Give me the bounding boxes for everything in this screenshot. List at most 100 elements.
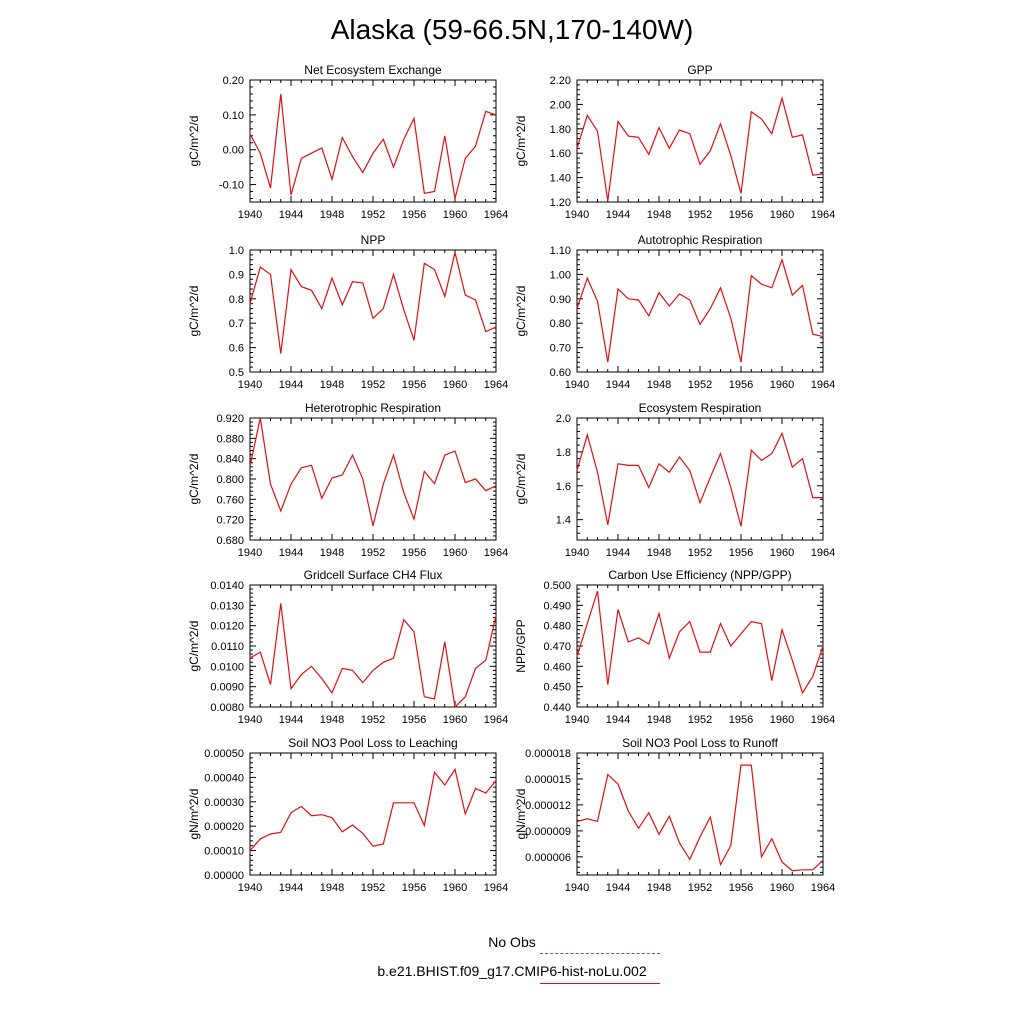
- y-tick-label: 0.70: [550, 343, 571, 355]
- y-tick-label: 0.00030: [204, 797, 244, 809]
- chart-panel-7: Gridcell Surface CH4 Flux gC/m^2/d 1940 194…: [187, 568, 508, 726]
- y-tick-label: 0.880: [216, 433, 244, 445]
- x-tick-label: 1944: [606, 209, 630, 221]
- y-tick-label: 0.920: [216, 413, 244, 425]
- y-tick-label: 0.840: [216, 454, 244, 466]
- x-tick-label: 1956: [402, 882, 426, 894]
- y-tick-label: 0.680: [216, 535, 244, 547]
- data-series-line: [249, 252, 497, 354]
- x-tick-label: 1960: [770, 714, 794, 726]
- page-title: Alaska (59-66.5N,170-140W): [330, 14, 694, 45]
- y-axis-label: gN/m^2/d: [514, 789, 528, 840]
- chart-panel-1: Net Ecosystem Exchange gC/m^2/d 1940 1944 19…: [187, 63, 508, 221]
- panel-title: Net Ecosystem Exchange: [304, 63, 442, 77]
- x-tick-label: 1964: [811, 379, 835, 391]
- x-tick-label: 1956: [402, 379, 426, 391]
- y-tick-label: 0.760: [216, 494, 244, 506]
- y-axis-label: gC/m^2/d: [514, 454, 528, 505]
- plot-frame: [576, 584, 824, 708]
- x-tick-label: 1956: [402, 547, 426, 559]
- x-tick-label: 1944: [279, 714, 303, 726]
- y-tick-label: 0.00020: [204, 821, 244, 833]
- y-tick-label: 2.0: [556, 413, 571, 425]
- data-series-line: [249, 93, 497, 199]
- x-tick-label: 1940: [565, 379, 589, 391]
- plot-frame: [249, 584, 497, 708]
- y-axis-label: gC/m^2/d: [514, 116, 528, 167]
- legend-obs-label: No Obs: [488, 934, 536, 950]
- x-tick-label: 1960: [770, 209, 794, 221]
- x-tick-label: 1948: [647, 547, 671, 559]
- y-axis-label: gN/m^2/d: [187, 789, 201, 840]
- x-tick-label: 1940: [238, 714, 262, 726]
- y-tick-label: 0.00040: [204, 772, 244, 784]
- x-tick-label: 1964: [811, 209, 835, 221]
- x-tick-label: 1940: [238, 209, 262, 221]
- y-tick-label: 0.20: [223, 75, 244, 87]
- y-tick-label: 0.000012: [525, 800, 571, 812]
- x-tick-label: 1940: [238, 547, 262, 559]
- x-tick-label: 1956: [729, 209, 753, 221]
- x-tick-label: 1940: [565, 714, 589, 726]
- panel-title: Soil NO3 Pool Loss to Runoff: [622, 736, 779, 750]
- y-tick-label: 0.000006: [525, 852, 571, 864]
- chart-panel-9: Soil NO3 Pool Loss to Leaching gN/m^2/d 19…: [187, 736, 508, 894]
- y-tick-label: 0.00050: [204, 748, 244, 760]
- y-axis-label: gC/m^2/d: [514, 286, 528, 337]
- y-tick-label: 1.60: [550, 148, 571, 160]
- chart-panel-8: Carbon Use Efficiency (NPP/GPP) NPP/GPP 19…: [514, 568, 835, 726]
- y-tick-label: 0.800: [216, 474, 244, 486]
- y-tick-label: 0.000015: [525, 774, 571, 786]
- x-tick-label: 1964: [811, 714, 835, 726]
- y-tick-label: 1.80: [550, 124, 571, 136]
- x-tick-label: 1960: [770, 882, 794, 894]
- plot-frame: [576, 79, 824, 203]
- y-tick-label: 0.490: [543, 600, 571, 612]
- x-tick-label: 1940: [565, 882, 589, 894]
- x-tick-label: 1956: [729, 882, 753, 894]
- x-tick-label: 1964: [484, 209, 508, 221]
- x-tick-label: 1948: [647, 379, 671, 391]
- x-tick-label: 1960: [443, 714, 467, 726]
- y-tick-label: 0.000009: [525, 826, 571, 838]
- x-tick-label: 1948: [320, 714, 344, 726]
- x-tick-label: 1960: [770, 379, 794, 391]
- data-series-line: [576, 257, 824, 363]
- x-tick-label: 1952: [361, 209, 385, 221]
- y-tick-label: 0.480: [543, 621, 571, 633]
- data-series-line: [249, 767, 497, 851]
- x-tick-label: 1940: [238, 882, 262, 894]
- y-tick-label: 0.80: [550, 318, 571, 330]
- panel-title: Carbon Use Efficiency (NPP/GPP): [608, 568, 791, 582]
- x-tick-label: 1948: [320, 209, 344, 221]
- data-series-line: [249, 417, 497, 526]
- x-tick-label: 1944: [606, 714, 630, 726]
- x-tick-label: 1956: [402, 714, 426, 726]
- chart-panel-4: Autotrophic Respiration gC/m^2/d 1940 1944 1…: [514, 233, 835, 391]
- plot-frame: [576, 752, 824, 876]
- x-tick-label: 1944: [606, 547, 630, 559]
- y-tick-label: 0.470: [543, 641, 571, 653]
- x-tick-label: 1948: [320, 379, 344, 391]
- x-tick-label: 1960: [443, 882, 467, 894]
- panel-title: GPP: [687, 63, 712, 77]
- x-tick-label: 1956: [402, 209, 426, 221]
- y-tick-label: 2.00: [550, 99, 571, 111]
- x-tick-label: 1952: [688, 209, 712, 221]
- y-tick-label: 0.0080: [210, 702, 244, 714]
- chart-panel-6: Ecosystem Respiration gC/m^2/d 1940 1944 194…: [514, 401, 835, 559]
- x-tick-label: 1964: [484, 714, 508, 726]
- y-axis-label: gC/m^2/d: [187, 286, 201, 337]
- y-axis-label: NPP/GPP: [514, 619, 528, 672]
- y-tick-label: 0.00: [223, 145, 244, 157]
- x-tick-label: 1948: [320, 882, 344, 894]
- x-tick-label: 1952: [361, 714, 385, 726]
- y-tick-label: -0.10: [219, 180, 244, 192]
- x-tick-label: 1956: [729, 379, 753, 391]
- chart-panel-2: GPP gC/m^2/d 1940 1944 1948 1952 1956 1960 1964 1…: [514, 63, 835, 221]
- y-tick-label: 0.00010: [204, 846, 244, 858]
- y-tick-label: 0.8: [229, 294, 244, 306]
- chart-panel-5: Heterotrophic Respiration gC/m^2/d 1940 194…: [187, 401, 508, 559]
- x-tick-label: 1952: [361, 379, 385, 391]
- y-tick-label: 1.6: [556, 481, 571, 493]
